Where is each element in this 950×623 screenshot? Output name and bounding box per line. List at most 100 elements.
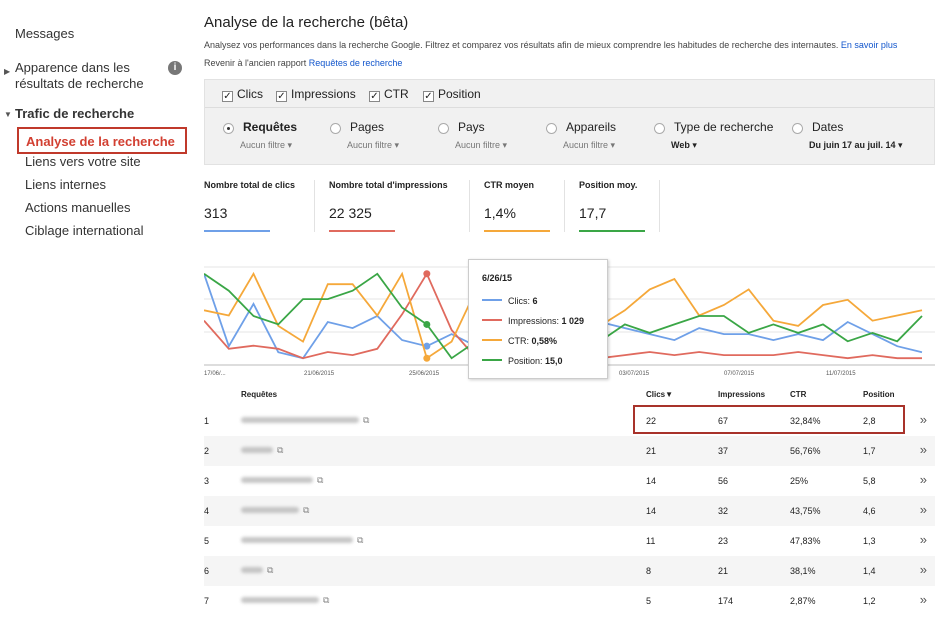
- tooltip-row-position: Position: 15,0: [482, 356, 563, 366]
- external-link-icon[interactable]: ⧉: [357, 535, 364, 545]
- series-point-clics: [423, 342, 431, 350]
- redacted-query[interactable]: [241, 537, 353, 543]
- table-row[interactable]: 1 ⧉ 22 67 32,84% 2,8 »: [204, 406, 935, 436]
- row-details-chevron-icon[interactable]: »: [919, 502, 927, 517]
- external-link-icon[interactable]: ⧉: [317, 475, 324, 485]
- external-link-icon[interactable]: ⧉: [303, 505, 310, 515]
- radio-icon[interactable]: [330, 123, 341, 134]
- x-tick-label: 21/06/2015: [304, 371, 335, 377]
- column-header-ctr[interactable]: CTR: [790, 390, 807, 399]
- filter-dropdown[interactable]: Aucun filtre ▾: [563, 140, 616, 150]
- checkbox-clicks[interactable]: ✓ Clics: [222, 87, 263, 102]
- filter-dropdown[interactable]: Aucun filtre ▾: [347, 140, 400, 150]
- sidebar-item-search-analytics[interactable]: Analyse de la recherche: [17, 127, 187, 154]
- cell-ctr: 56,76%: [790, 446, 821, 456]
- sidebar-item-label: Apparence dans les résultats de recherch…: [15, 60, 144, 91]
- metric-clicks[interactable]: Nombre total de clics 313: [204, 180, 295, 235]
- expand-arrow-icon[interactable]: ▶: [4, 67, 11, 76]
- cell-clicks: 11: [646, 536, 656, 546]
- sidebar-item-intl-targeting[interactable]: Ciblage international: [25, 223, 144, 238]
- collapse-arrow-icon[interactable]: ▼: [4, 110, 12, 119]
- metric-impressions[interactable]: Nombre total d'impressions 22 325: [329, 180, 448, 235]
- checkbox-impressions[interactable]: ✓ Impressions: [276, 87, 356, 102]
- row-details-chevron-icon[interactable]: »: [919, 592, 927, 607]
- filter-dropdown[interactable]: Web ▾: [671, 140, 697, 150]
- cell-clicks: 8: [646, 566, 652, 576]
- cell-ctr: 43,75%: [790, 506, 821, 516]
- checkbox-icon[interactable]: ✓: [222, 91, 233, 102]
- x-tick-label: 17/06/...: [204, 371, 226, 377]
- checkbox-ctr[interactable]: ✓ CTR: [369, 87, 409, 102]
- column-header-impressions[interactable]: Impressions: [718, 390, 766, 399]
- table-row[interactable]: 5 ⧉ 11 23 47,83% 1,3 »: [204, 526, 935, 556]
- radio-label: Type de recherche: [674, 120, 774, 134]
- cell-position: 1,4: [863, 566, 876, 576]
- metric-ctr[interactable]: CTR moyen 1,4%: [484, 180, 550, 235]
- metric-position[interactable]: Position moy. 17,7: [579, 180, 645, 235]
- x-tick-label: 11/07/2015: [826, 371, 856, 377]
- sidebar-item-manual-actions[interactable]: Actions manuelles: [25, 200, 131, 215]
- radio-icon[interactable]: [546, 123, 557, 134]
- cell-clicks: 14: [646, 506, 657, 516]
- tooltip-row-ctr: CTR: 0,58%: [482, 336, 557, 346]
- redacted-query[interactable]: [241, 567, 263, 573]
- table-row[interactable]: 6 ⧉ 8 21 38,1% 1,4 »: [204, 556, 935, 586]
- column-header-clicks[interactable]: Clics▼: [646, 390, 674, 399]
- row-number: 4: [204, 506, 210, 516]
- redacted-query[interactable]: [241, 447, 273, 453]
- sidebar-section-traffic[interactable]: ▼ Trafic de recherche: [4, 106, 134, 121]
- filter-dropdown[interactable]: Aucun filtre ▾: [240, 140, 293, 150]
- old-report-link[interactable]: Requêtes de recherche: [308, 58, 403, 68]
- external-link-icon[interactable]: ⧉: [363, 415, 370, 425]
- radio-icon[interactable]: [438, 123, 449, 134]
- sidebar-item-messages[interactable]: Messages: [15, 26, 75, 41]
- table-row[interactable]: 7 ⧉ 5 174 2,87% 1,2 »: [204, 586, 935, 616]
- redacted-query[interactable]: [241, 477, 313, 483]
- row-details-chevron-icon[interactable]: »: [919, 412, 927, 427]
- cell-impressions: 67: [718, 416, 729, 426]
- redacted-query[interactable]: [241, 597, 319, 603]
- row-details-chevron-icon[interactable]: »: [919, 442, 927, 457]
- external-link-icon[interactable]: ⧉: [277, 445, 284, 455]
- table-row[interactable]: 4 ⧉ 14 32 43,75% 4,6 »: [204, 496, 935, 526]
- metric-color-bar: [329, 230, 395, 232]
- checkbox-icon[interactable]: ✓: [369, 91, 380, 102]
- metric-value: 17,7: [579, 205, 607, 221]
- cell-ctr: 2,87%: [790, 596, 816, 606]
- sidebar-item-internal-links[interactable]: Liens internes: [25, 177, 106, 192]
- row-details-chevron-icon[interactable]: »: [919, 532, 927, 547]
- column-header-position[interactable]: Position: [863, 390, 895, 399]
- external-link-icon[interactable]: ⧉: [267, 565, 274, 575]
- radio-selected-icon[interactable]: [223, 123, 234, 134]
- radio-icon[interactable]: [792, 123, 803, 134]
- page-description: Analysez vos performances dans la recher…: [204, 40, 897, 50]
- row-details-chevron-icon[interactable]: »: [919, 562, 927, 577]
- radio-label: Dates: [812, 120, 844, 134]
- external-link-icon[interactable]: ⧉: [323, 595, 330, 605]
- table-row[interactable]: 3 ⧉ 14 56 25% 5,8 »: [204, 466, 935, 496]
- metric-label: CTR moyen: [484, 180, 535, 190]
- x-tick-label: 25/06/2015: [409, 371, 440, 377]
- column-header-queries[interactable]: Requêtes: [241, 390, 278, 399]
- redacted-query[interactable]: [241, 507, 299, 513]
- checkbox-icon[interactable]: ✓: [423, 91, 434, 102]
- radio-icon[interactable]: [654, 123, 665, 134]
- info-icon[interactable]: i: [168, 61, 182, 75]
- cell-position: 5,8: [863, 476, 876, 486]
- sidebar-item-appearance[interactable]: ▶ Apparence dans les résultats de recher…: [4, 60, 165, 92]
- filter-dropdown[interactable]: Aucun filtre ▾: [455, 140, 508, 150]
- row-details-chevron-icon[interactable]: »: [919, 472, 927, 487]
- sidebar-item-links[interactable]: Liens vers votre site: [25, 154, 141, 169]
- table-row[interactable]: 2 ⧉ 21 37 56,76% 1,7 »: [204, 436, 935, 466]
- redacted-query[interactable]: [241, 417, 359, 423]
- learn-more-link[interactable]: En savoir plus: [840, 40, 898, 50]
- cell-position: 4,6: [863, 506, 876, 516]
- chart-tooltip: 6/26/15 Clics: 6 Impressions: 1 029 CTR:…: [468, 259, 608, 379]
- cell-impressions: 37: [718, 446, 729, 456]
- checkbox-icon[interactable]: ✓: [276, 91, 287, 102]
- metric-color-bar: [484, 230, 550, 232]
- cell-impressions: 32: [718, 506, 729, 516]
- cell-clicks: 22: [646, 416, 657, 426]
- filter-dropdown[interactable]: Du juin 17 au juil. 14 ▾: [809, 140, 903, 150]
- checkbox-position[interactable]: ✓ Position: [423, 87, 481, 102]
